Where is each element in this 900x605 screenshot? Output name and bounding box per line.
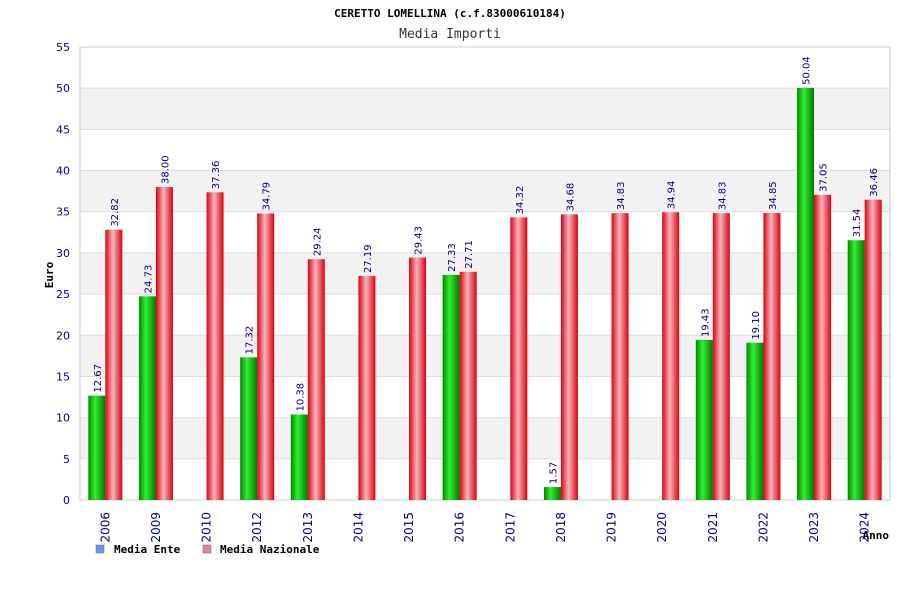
bar-media-nazionale	[409, 257, 427, 500]
y-tick-label: 40	[56, 165, 70, 178]
bar-media-ente	[290, 414, 308, 500]
bar-media-nazionale	[459, 271, 477, 500]
data-label-media-ente: 10.38	[295, 383, 306, 412]
bar-media-ente	[240, 357, 258, 500]
bar-media-nazionale	[814, 194, 832, 501]
bar-media-nazionale	[257, 213, 275, 500]
data-label-media-ente: 17.32	[245, 326, 256, 355]
x-tick-label: 2006	[98, 512, 112, 543]
y-tick-label: 20	[56, 329, 70, 342]
legend-label-media-ente: Media Ente	[114, 543, 181, 556]
data-label-media-nazionale: 37.36	[211, 161, 222, 190]
data-label-media-ente: 12.67	[93, 364, 104, 393]
bar-media-nazionale	[155, 187, 173, 500]
x-tick-label: 2024	[858, 512, 872, 543]
legend-label-media-nazionale: Media Nazionale	[220, 543, 320, 556]
data-label-media-nazionale: 34.32	[515, 186, 526, 215]
x-tick-label: 2009	[149, 512, 163, 543]
data-label-media-ente: 24.73	[143, 265, 154, 294]
x-tick-label: 2014	[351, 512, 365, 543]
x-tick-label: 2020	[655, 512, 669, 543]
data-label-media-nazionale: 27.19	[363, 244, 374, 273]
bar-media-ente	[442, 274, 460, 500]
x-tick-label: 2017	[503, 512, 517, 543]
data-label-media-nazionale: 34.83	[616, 181, 627, 210]
data-label-media-nazionale: 32.82	[110, 198, 121, 227]
bar-media-nazionale	[763, 212, 781, 501]
bar-media-nazionale	[611, 213, 629, 501]
y-tick-label: 45	[56, 123, 70, 136]
chart-title: CERETTO LOMELLINA (c.f.83000610184)	[334, 7, 566, 20]
bar-media-ente	[543, 487, 561, 500]
plot-area-border	[79, 46, 891, 501]
bar-media-ente	[746, 342, 764, 500]
data-label-media-nazionale: 34.94	[667, 181, 678, 210]
bar-media-nazionale	[510, 217, 528, 500]
x-tick-label: 2016	[453, 512, 467, 543]
data-label-media-ente: 19.43	[700, 308, 711, 337]
x-tick-label: 2010	[200, 512, 214, 543]
chart-subtitle: Media Importi	[399, 27, 501, 42]
data-label-media-ente: 50.04	[802, 56, 813, 85]
data-label-media-nazionale: 37.05	[819, 163, 830, 192]
bar-media-ente	[847, 240, 865, 500]
bar-media-ente	[138, 296, 156, 500]
bar-media-nazionale	[712, 213, 730, 501]
x-tick-label: 2012	[250, 512, 264, 543]
y-tick-label: 55	[56, 41, 70, 54]
data-label-media-nazionale: 34.79	[262, 182, 273, 211]
data-label-media-ente: 31.54	[852, 209, 863, 238]
data-label-media-nazionale: 38.00	[160, 155, 171, 184]
bar-media-ente	[695, 339, 713, 500]
y-tick-label: 50	[56, 82, 70, 95]
data-label-media-ente: 19.10	[751, 311, 762, 340]
legend-swatch-media-nazionale	[202, 544, 212, 554]
y-tick-label: 15	[56, 370, 70, 383]
x-tick-label: 2023	[807, 512, 821, 543]
data-label-media-nazionale: 29.43	[414, 226, 425, 255]
x-tick-label: 2019	[605, 512, 619, 543]
bar-media-ente	[797, 87, 815, 501]
bar-media-nazionale	[307, 259, 325, 500]
x-axis-label: Anno	[863, 529, 890, 542]
bar-media-nazionale	[206, 192, 224, 500]
y-tick-label: 5	[63, 453, 70, 466]
y-tick-label: 25	[56, 288, 70, 301]
data-label-media-nazionale: 34.68	[565, 183, 576, 212]
bar-media-nazionale	[358, 276, 376, 500]
y-tick-label: 10	[56, 412, 70, 425]
y-tick-label: 30	[56, 247, 70, 260]
x-tick-label: 2021	[706, 512, 720, 543]
y-tick-label: 0	[63, 494, 70, 507]
data-label-media-nazionale: 36.46	[869, 168, 880, 197]
bar-media-ente	[88, 395, 106, 500]
x-tick-label: 2022	[756, 512, 770, 543]
x-tick-label: 2013	[301, 512, 315, 543]
x-tick-label: 2018	[554, 512, 568, 543]
data-label-media-nazionale: 34.85	[768, 181, 779, 210]
data-label-media-nazionale: 29.24	[312, 228, 323, 257]
y-tick-label: 35	[56, 206, 70, 219]
bar-media-nazionale	[105, 229, 123, 500]
bar-media-nazionale	[864, 199, 882, 500]
legend: Media Ente Media Nazionale	[95, 543, 320, 556]
grid-band	[80, 88, 890, 130]
bar-media-nazionale	[662, 212, 680, 501]
bar-media-nazionale	[560, 214, 578, 500]
y-axis-label: Euro	[43, 261, 56, 288]
data-label-media-nazionale: 27.71	[464, 240, 475, 269]
data-label-media-ente: 27.33	[447, 243, 458, 272]
data-label-media-nazionale: 34.83	[717, 181, 728, 210]
legend-swatch-media-ente	[95, 544, 105, 554]
data-label-media-ente: 1.57	[548, 462, 559, 484]
x-tick-label: 2015	[402, 512, 416, 543]
